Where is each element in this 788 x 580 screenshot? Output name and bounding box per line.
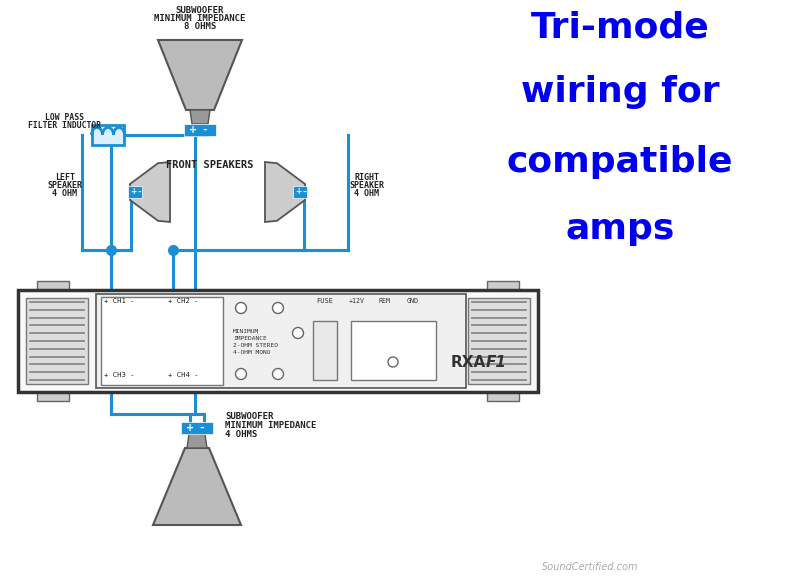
Circle shape xyxy=(273,368,284,379)
Text: 8 OHMS: 8 OHMS xyxy=(184,22,216,31)
Bar xyxy=(487,281,519,293)
Text: FILTER INDUCTOR: FILTER INDUCTOR xyxy=(28,121,102,130)
Circle shape xyxy=(273,303,284,314)
Text: SUBWOOFER: SUBWOOFER xyxy=(176,6,225,15)
Text: 4 OHM: 4 OHM xyxy=(53,189,77,198)
Bar xyxy=(184,124,216,136)
Bar xyxy=(101,297,223,385)
Bar xyxy=(18,290,538,392)
Text: +: + xyxy=(186,423,194,433)
Text: MINIMUM IMPEDANCE: MINIMUM IMPEDANCE xyxy=(154,14,246,23)
Text: +12V: +12V xyxy=(349,298,365,304)
Text: RIGHT: RIGHT xyxy=(355,173,380,182)
Bar xyxy=(468,298,530,384)
Circle shape xyxy=(292,328,303,339)
Circle shape xyxy=(236,368,247,379)
Text: amps: amps xyxy=(565,212,675,246)
Text: 4 OHM: 4 OHM xyxy=(355,189,380,198)
Polygon shape xyxy=(190,110,210,124)
Text: SPEAKER: SPEAKER xyxy=(350,181,385,190)
Bar xyxy=(37,389,69,401)
Text: LOW PASS: LOW PASS xyxy=(46,113,84,122)
Text: +: + xyxy=(295,187,301,197)
Bar xyxy=(181,422,213,434)
Text: MINIMUM IMPEDANCE: MINIMUM IMPEDANCE xyxy=(225,421,316,430)
Circle shape xyxy=(388,357,398,367)
Bar xyxy=(487,389,519,401)
Text: + CH3 -: + CH3 - xyxy=(104,372,134,378)
Text: FUSE: FUSE xyxy=(317,298,333,304)
Text: wiring for: wiring for xyxy=(521,75,719,109)
Text: F1: F1 xyxy=(486,355,507,370)
Bar xyxy=(92,125,124,145)
Text: SPEAKER: SPEAKER xyxy=(47,181,83,190)
Circle shape xyxy=(236,303,247,314)
Text: SoundCertified.com: SoundCertified.com xyxy=(541,562,638,572)
Bar xyxy=(293,186,307,198)
Text: -: - xyxy=(137,187,141,197)
Bar xyxy=(37,281,69,293)
Bar xyxy=(96,294,466,388)
Text: + CH2 -: + CH2 - xyxy=(168,298,199,304)
Bar xyxy=(313,321,337,380)
Polygon shape xyxy=(130,162,170,222)
Text: RXA: RXA xyxy=(451,355,486,370)
Text: SUBWOOFER: SUBWOOFER xyxy=(225,412,273,421)
Text: compatible: compatible xyxy=(507,145,734,179)
Text: GND: GND xyxy=(407,298,419,304)
Polygon shape xyxy=(158,40,242,110)
Text: 4 OHMS: 4 OHMS xyxy=(225,430,257,439)
Polygon shape xyxy=(153,448,241,525)
Text: LEFT: LEFT xyxy=(55,173,75,182)
Text: +: + xyxy=(130,187,136,197)
Text: MINIMUM
IMPEDANCE
2-OHM STEREO
4-OHM MONO: MINIMUM IMPEDANCE 2-OHM STEREO 4-OHM MON… xyxy=(233,329,278,355)
Bar xyxy=(26,298,88,384)
Bar xyxy=(351,321,436,380)
Text: Tri-mode: Tri-mode xyxy=(530,10,709,44)
Bar xyxy=(128,186,142,198)
Text: -: - xyxy=(203,125,207,135)
Text: + CH1 -: + CH1 - xyxy=(104,298,134,304)
Text: -: - xyxy=(199,423,204,433)
Polygon shape xyxy=(265,162,305,222)
Text: -: - xyxy=(302,187,306,197)
Text: +: + xyxy=(189,125,197,135)
Text: FRONT SPEAKERS: FRONT SPEAKERS xyxy=(166,160,254,170)
Text: REM: REM xyxy=(379,298,391,304)
Text: + CH4 -: + CH4 - xyxy=(168,372,199,378)
Polygon shape xyxy=(187,434,207,448)
